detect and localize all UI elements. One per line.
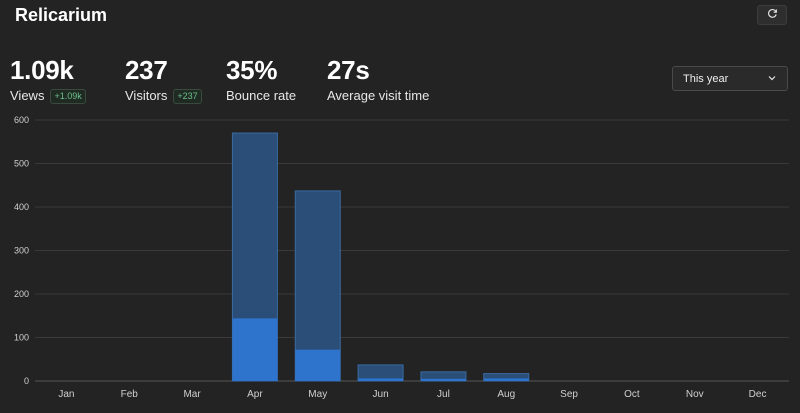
chevron-down-icon [767,70,777,88]
metric-visitors: 237 Visitors +237 [125,55,202,104]
metric-average-visit-time: 27s Average visit time [327,55,429,104]
x-tick-label: Oct [624,389,640,400]
metric-delta-badge: +237 [173,88,202,104]
y-tick-label: 600 [14,115,29,125]
metric-delta-badge: +1.09k [50,88,86,104]
metric-value: 237 [125,55,168,85]
metric-bounce-rate: 35% Bounce rate [226,55,296,104]
bar-visitors-may [295,349,341,381]
bar-visitors-aug [483,378,529,381]
y-tick-label: 0 [24,376,29,386]
metric-label: Views [10,88,45,103]
metric-label: Average visit time [327,88,430,103]
app-title: Relicarium [15,5,108,25]
metric-value: 27s [327,55,370,85]
x-tick-label: May [308,389,327,400]
metric-value: 1.09k [10,55,74,85]
x-tick-label: Dec [749,389,767,400]
x-tick-label: Mar [183,389,201,400]
x-tick-label: Jan [58,389,74,400]
y-tick-label: 500 [14,159,29,169]
y-tick-label: 400 [14,202,29,212]
date-range-label: This year [683,72,729,85]
page-views-bar-chart: 0 100 200 300 400 500 600 Jan Feb Mar Apr May Jun Jul… [14,115,789,400]
bar-visitors-jun [358,378,404,381]
metric-label: Visitors [125,88,168,103]
y-tick-label: 200 [14,289,29,299]
refresh-icon [767,6,778,24]
x-tick-label: Feb [121,389,139,400]
metric-label: Bounce rate [226,88,297,103]
x-tick-label: Jun [373,389,389,400]
x-tick-label: Jul [437,389,450,400]
y-tick-label: 100 [14,333,29,343]
x-tick-label: Nov [686,389,704,400]
bar-visitors-apr [232,318,278,381]
x-tick-label: Sep [560,389,578,400]
y-tick-label: 300 [14,246,29,256]
x-tick-label: Aug [497,389,515,400]
metric-views: 1.09k Views +1.09k [10,55,86,104]
date-range-select[interactable]: This year [672,66,788,91]
metric-value: 35% [226,55,278,85]
bar-visitors-jul [420,378,466,381]
bar-views-may [294,190,341,382]
refresh-button[interactable] [757,5,787,25]
x-tick-label: Apr [247,389,263,400]
